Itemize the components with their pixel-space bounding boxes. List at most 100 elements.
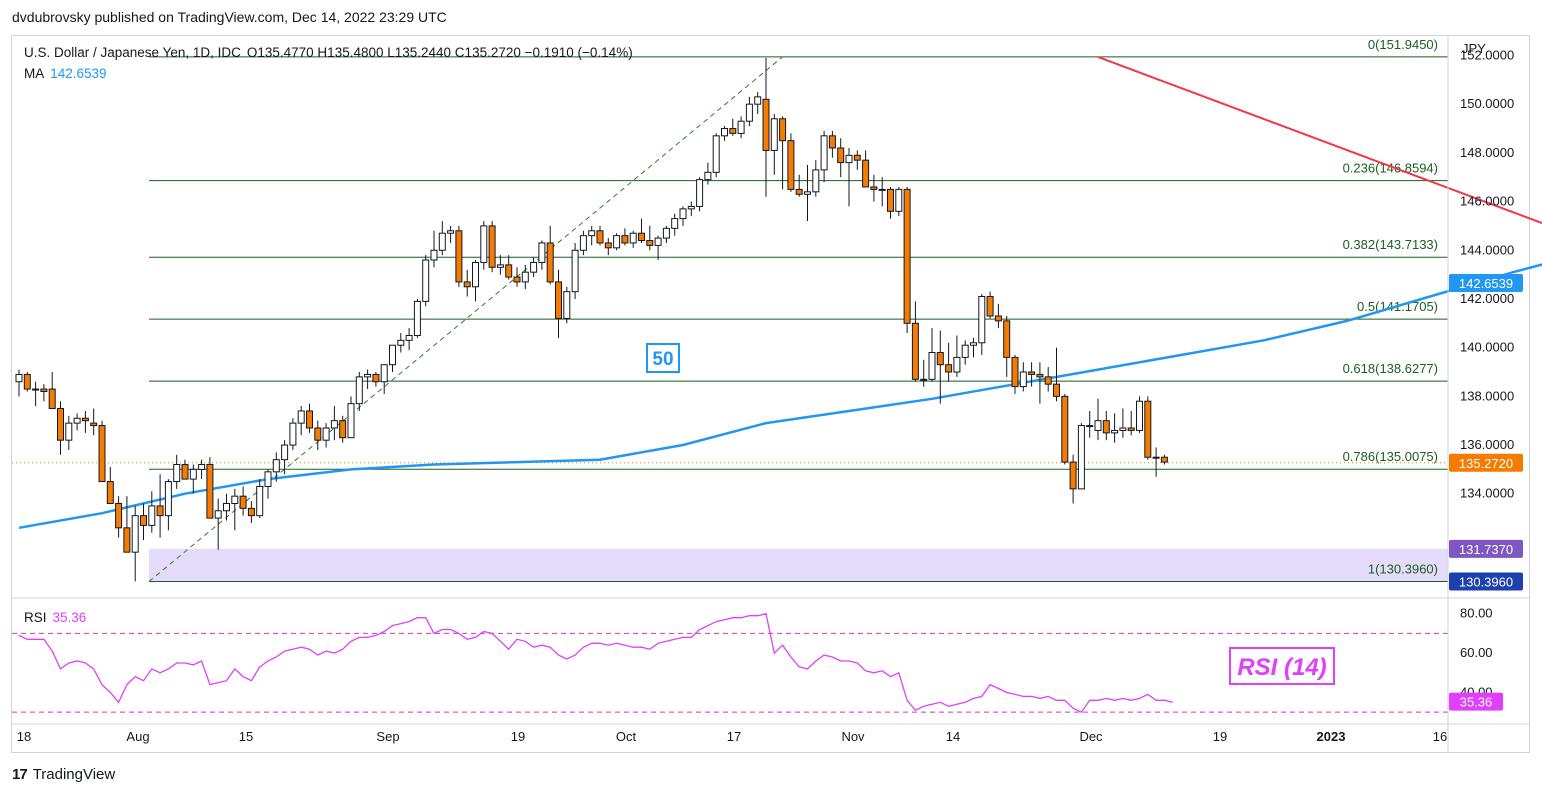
- ma-legend[interactable]: MA 142.6539: [24, 66, 107, 81]
- candle-body: [256, 485, 264, 517]
- candle-body: [148, 505, 156, 526]
- footer[interactable]: 17 TradingView: [12, 766, 115, 783]
- candle: [173, 454, 181, 489]
- candle-body: [1152, 456, 1160, 459]
- candle-body: [15, 373, 23, 383]
- candle-body: [555, 281, 562, 319]
- candle: [422, 255, 430, 307]
- candle: [878, 177, 886, 207]
- trendline-layer: [1097, 56, 1542, 225]
- candle-body: [1160, 456, 1168, 463]
- candle-body: [231, 495, 239, 504]
- candle: [679, 206, 687, 226]
- ma-legend-label: MA: [24, 66, 45, 81]
- candle-body: [455, 230, 463, 283]
- fib-anchor-line: [148, 56, 783, 582]
- candle: [804, 165, 811, 222]
- candle-body: [223, 502, 230, 512]
- rsi-annotation-label: RSI (14): [1237, 654, 1326, 681]
- candle: [762, 57, 770, 197]
- price-badge-label: 135.2720: [1459, 456, 1513, 471]
- candle-body: [737, 120, 745, 134]
- candle: [148, 491, 156, 533]
- rsi-line: [18, 612, 1173, 714]
- candle-body: [480, 225, 488, 263]
- time-tick-label: Aug: [126, 729, 149, 744]
- candle-body: [563, 291, 571, 319]
- candle: [621, 228, 629, 246]
- rsi-badge-label: 35.36: [1460, 695, 1493, 710]
- candle-body: [1028, 371, 1036, 375]
- candle: [638, 218, 645, 243]
- tradingview-logo-icon: 17: [12, 766, 28, 783]
- candle-body: [638, 232, 645, 242]
- ma-period-tag-layer: 50: [646, 343, 680, 373]
- candle: [389, 344, 396, 372]
- candle-body: [721, 128, 728, 137]
- candle: [247, 501, 255, 523]
- candle: [1127, 410, 1135, 436]
- candle: [223, 493, 230, 521]
- downtrend-line: [1097, 56, 1542, 225]
- candle-body: [820, 135, 828, 171]
- candle: [986, 291, 994, 319]
- candle-body: [754, 96, 762, 105]
- price-tick-label: 146.0000: [1460, 194, 1514, 209]
- currency-label: JPY: [1462, 41, 1486, 56]
- brand-name: TradingView: [32, 766, 116, 783]
- candle-body: [596, 230, 604, 244]
- candle: [1077, 423, 1085, 490]
- candle-body: [546, 242, 554, 283]
- fib-level-label: 0.786(135.0075): [1343, 449, 1438, 464]
- price-badge: [1449, 539, 1523, 558]
- candle: [413, 298, 421, 338]
- moving-average-layer: [18, 263, 1542, 530]
- candle: [1044, 367, 1052, 392]
- candle-body: [613, 235, 621, 249]
- candle: [1003, 316, 1011, 377]
- candle-body: [662, 227, 670, 239]
- candle: [15, 369, 23, 397]
- price-badge-label: 142.6539: [1459, 276, 1513, 291]
- fib-level-label: 0(151.9450): [1368, 37, 1438, 52]
- candle-body: [1111, 429, 1119, 434]
- candle: [330, 406, 338, 441]
- candle-body: [621, 235, 629, 244]
- candle: [164, 479, 172, 531]
- candle-body: [911, 322, 919, 380]
- ma-legend-value: 142.6539: [50, 66, 107, 81]
- candle: [754, 92, 762, 114]
- candle-body: [397, 339, 405, 346]
- candle: [106, 466, 114, 504]
- candle-body: [405, 334, 413, 341]
- candle-body: [289, 422, 297, 446]
- ma-period-tag: [646, 343, 680, 373]
- candle: [1111, 413, 1119, 443]
- support-zone: [149, 548, 1448, 582]
- fib-anchor-layer: [148, 56, 783, 582]
- candle-body: [804, 191, 811, 195]
- candle: [555, 269, 562, 338]
- candle: [1011, 354, 1019, 394]
- time-tick-label: Oct: [616, 729, 637, 744]
- candle: [953, 335, 961, 377]
- candle-body: [40, 388, 48, 392]
- candle-body: [463, 281, 471, 288]
- candle: [546, 225, 554, 285]
- candle-body: [73, 417, 81, 424]
- candle-body: [1144, 400, 1152, 458]
- candle-body: [671, 218, 679, 229]
- rsi-legend[interactable]: RSI 35.36: [24, 610, 86, 625]
- candle: [812, 160, 820, 197]
- rsi-tick-label: 60.00: [1460, 645, 1493, 660]
- candle: [1094, 398, 1102, 441]
- rsi-tick-label: 80.00: [1460, 606, 1493, 621]
- publisher-line: dvdubrovsky published on TradingView.com…: [12, 9, 447, 25]
- candle-body: [936, 352, 944, 366]
- candle-body: [488, 225, 496, 268]
- candle-body: [1119, 427, 1127, 431]
- candle: [1152, 447, 1160, 477]
- candle-body: [181, 464, 189, 480]
- fib-level-label: 0.236(146.8594): [1343, 161, 1438, 176]
